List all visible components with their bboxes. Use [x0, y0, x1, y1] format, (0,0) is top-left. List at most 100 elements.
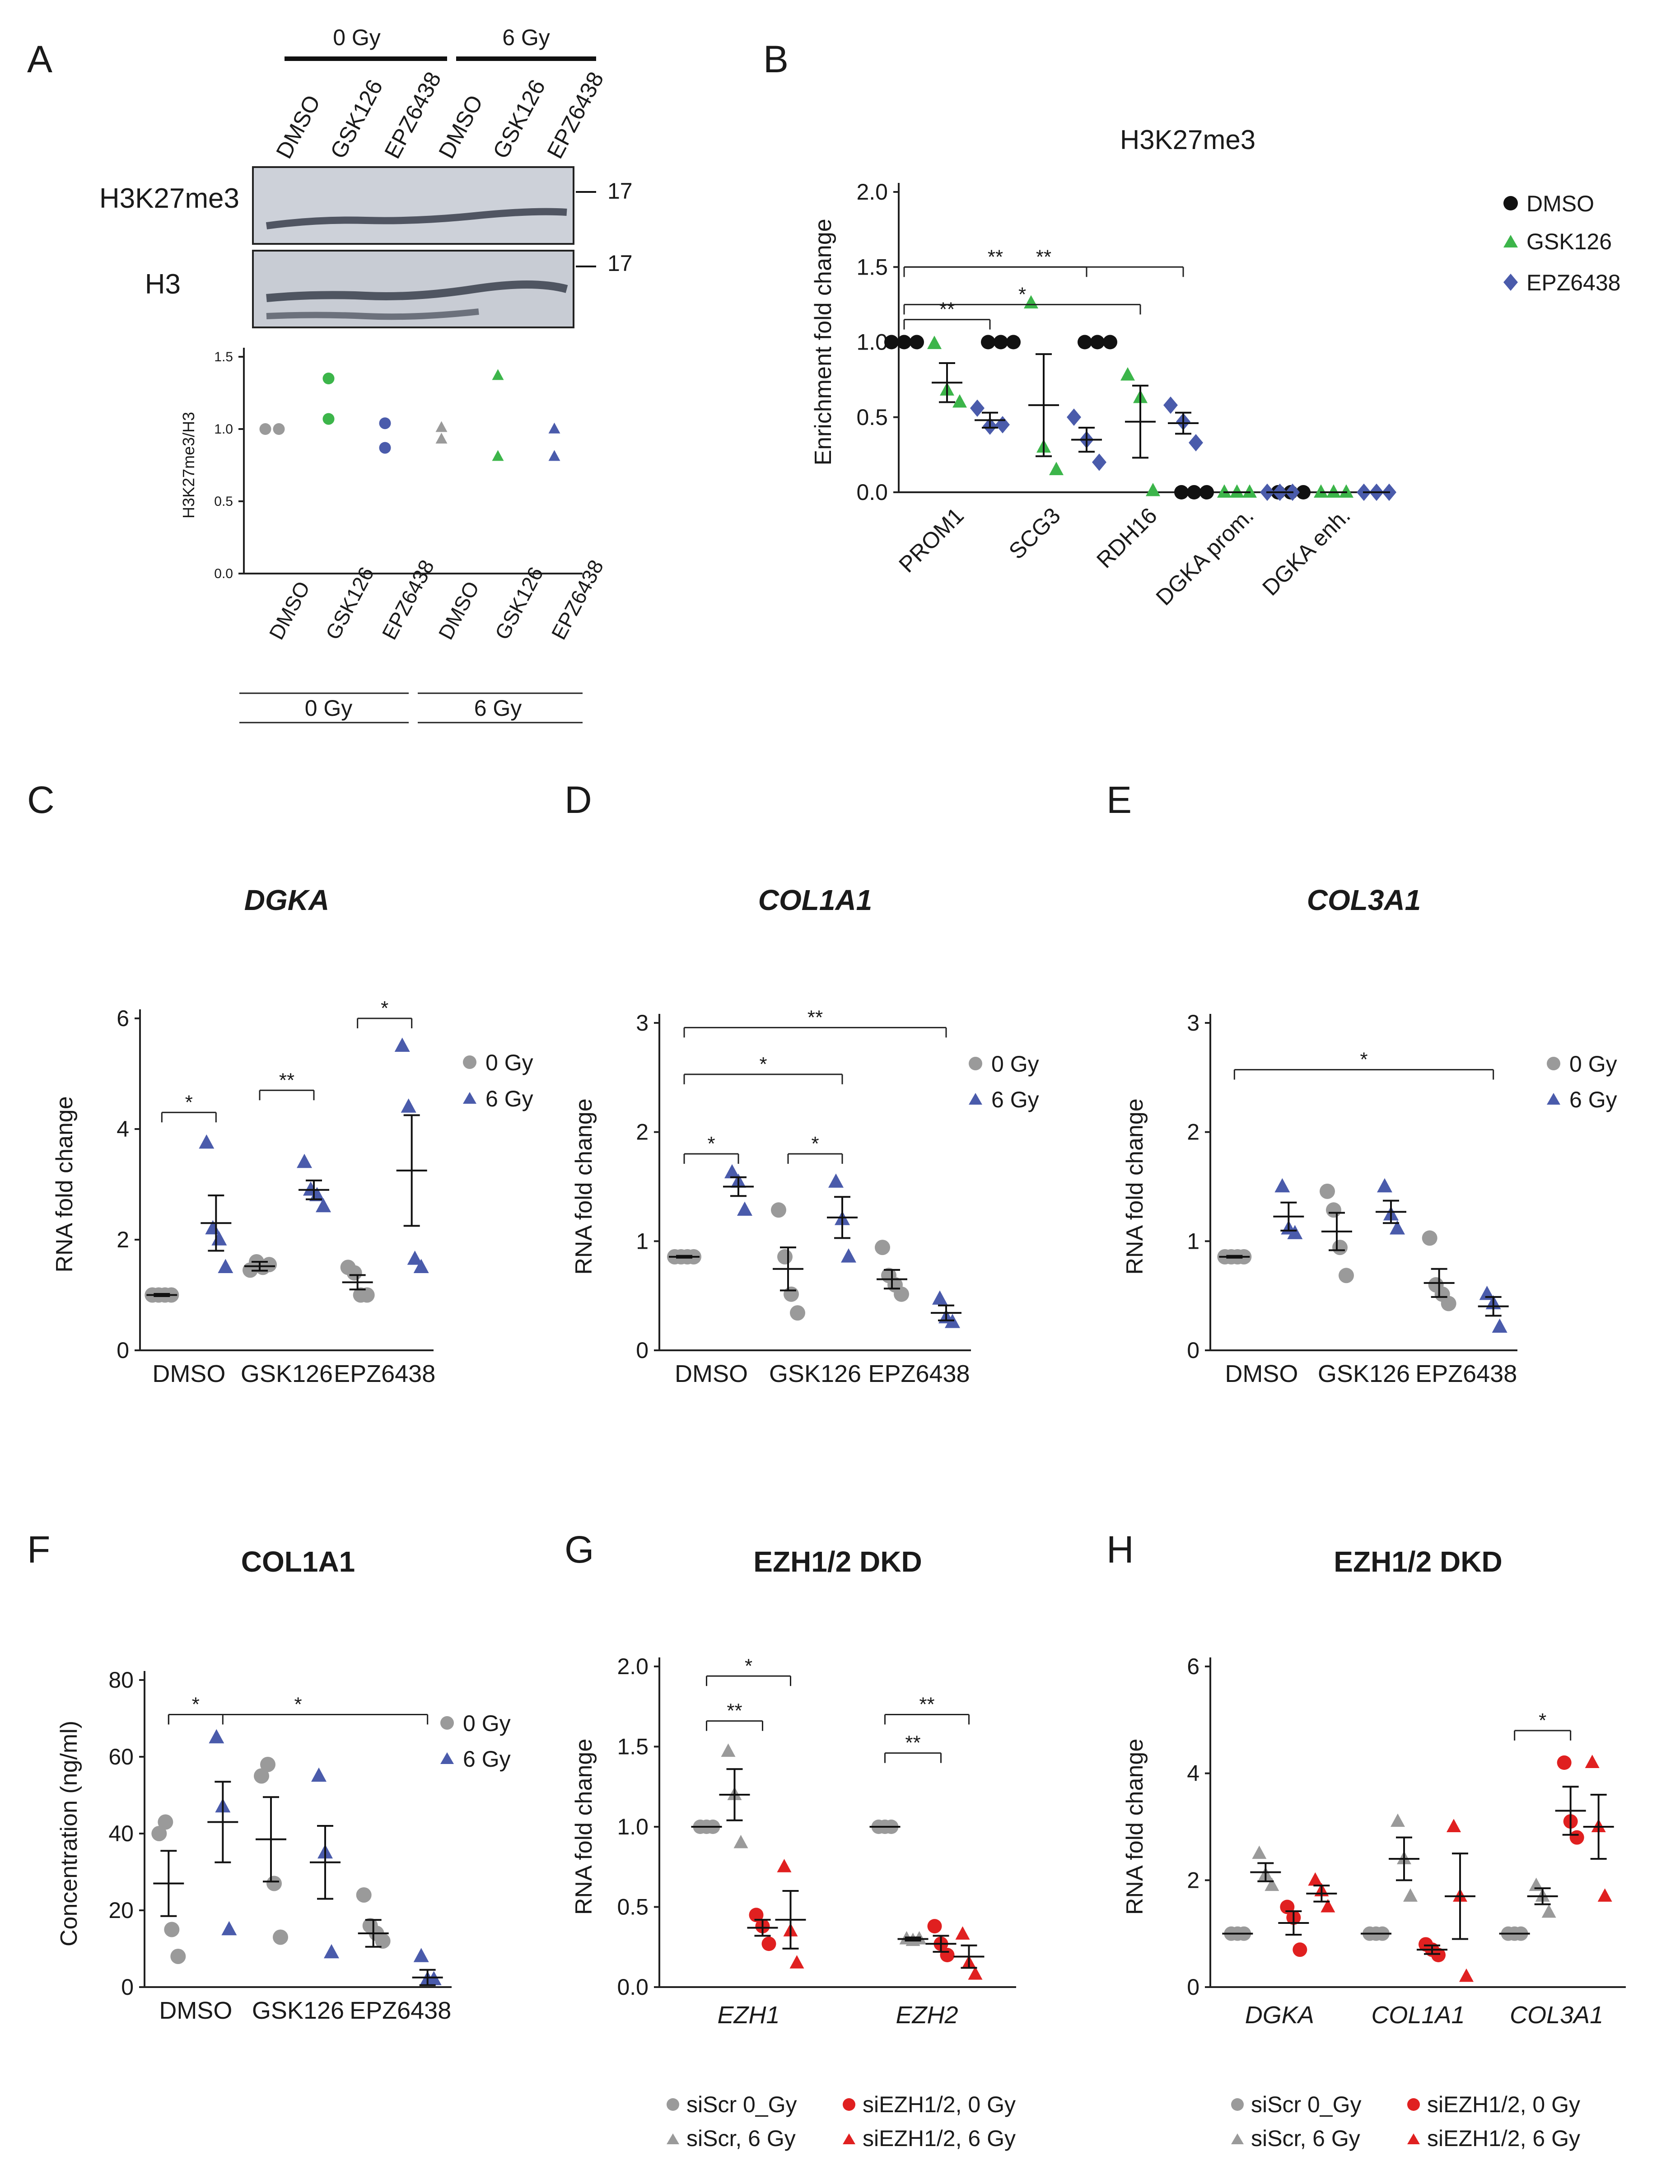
y-tick-label: 2.0 — [856, 179, 888, 205]
y-axis-label: RNA fold change — [1122, 1739, 1148, 1915]
legend-dmso: DMSO — [1526, 191, 1594, 216]
panel-label-a: A — [27, 38, 52, 80]
data-point — [1557, 1755, 1572, 1770]
legend-f-0gy-marker — [440, 1716, 454, 1730]
y-axis-label: RNA fold change — [51, 1096, 78, 1272]
y-axis-label: Enrichment fold change — [810, 219, 836, 465]
y-tick-label: 0.0 — [214, 566, 233, 581]
legend-h-siezh6-marker — [1407, 2133, 1420, 2144]
data-point — [1441, 1296, 1456, 1311]
data-point — [492, 450, 504, 461]
data-point — [324, 1944, 339, 1959]
data-point — [273, 1929, 288, 1945]
data-point — [401, 1098, 416, 1113]
data-point — [1390, 1220, 1405, 1235]
data-point — [968, 1966, 983, 1980]
data-point — [777, 1859, 792, 1872]
legend-e-6gy-marker — [1547, 1093, 1560, 1105]
data-point — [346, 1265, 362, 1281]
sig-label: ** — [727, 1700, 742, 1722]
y-tick-label: 0 — [121, 1974, 134, 2000]
data-point — [737, 1201, 752, 1216]
y-tick-label: 0 — [636, 1338, 649, 1363]
data-point — [927, 336, 942, 349]
sig-label: * — [1360, 1049, 1367, 1071]
blot-lane-1: DMSO — [271, 91, 325, 163]
x-category-label: GSK126 — [1318, 1360, 1410, 1387]
data-point — [1326, 484, 1341, 498]
data-point — [1163, 396, 1178, 414]
data-point — [1067, 408, 1081, 426]
data-point — [322, 373, 335, 384]
sig-label: * — [1539, 1709, 1546, 1731]
legend-f-6gy-marker — [440, 1752, 454, 1764]
x-category-label: DGKA — [1245, 2002, 1314, 2029]
legend-dose-c: 0 Gy 6 Gy — [463, 1050, 533, 1111]
data-point — [407, 1251, 423, 1265]
data-point — [158, 1814, 173, 1830]
legend-epz6438-marker — [1503, 274, 1518, 291]
legend-e-0gy: 0 Gy — [1569, 1051, 1617, 1077]
data-point — [894, 1286, 909, 1302]
sig-label: * — [185, 1091, 193, 1113]
y-tick-label: 2 — [1187, 1867, 1199, 1893]
x-category-label: EPZ6438 — [377, 556, 439, 644]
y-tick-label: 0.5 — [214, 494, 233, 509]
chart-title: EZH1/2 DKD — [753, 1545, 922, 1578]
sig-label: * — [294, 1694, 302, 1716]
x-category-label: DGKA prom. — [1151, 503, 1259, 610]
x-category-label: GSK126 — [490, 563, 548, 644]
data-point — [995, 416, 1010, 434]
data-point — [1230, 484, 1244, 498]
data-point — [784, 1286, 799, 1302]
legend-c-0gy: 0 Gy — [485, 1050, 533, 1075]
data-point — [1274, 1178, 1290, 1193]
blot-band-h3k27me3 — [266, 208, 567, 229]
legend-sirna-h: siScr 0_Gy siScr, 6 Gy siEZH1/2, 0 Gy si… — [1231, 2092, 1580, 2151]
y-axis-label: RNA fold change — [571, 1098, 597, 1274]
legend-c-6gy-marker — [463, 1092, 476, 1104]
data-point — [435, 433, 448, 444]
data-point — [266, 1876, 282, 1891]
chart-d: 0 1 2 3 RNA fold change COL1A1 DMSO GSK126 EPZ64… — [571, 884, 971, 1387]
chart-title: COL1A1 — [758, 884, 873, 916]
marker-17-b: 17 — [607, 251, 633, 276]
data-point — [1339, 1268, 1354, 1283]
data-point — [259, 423, 271, 435]
chart-title: COL3A1 — [1307, 884, 1421, 916]
panel-label-b: B — [763, 38, 789, 80]
x-category-label: EZH2 — [896, 2002, 958, 2029]
data-point — [940, 1948, 955, 1962]
chart-h: 0 2 4 6 RNA fold change EZH1/2 DKD DGKA COL1A1 C… — [1122, 1545, 1626, 2029]
legend-g-siezh0: siEZH1/2, 0 Gy — [863, 2092, 1016, 2117]
data-point — [548, 422, 560, 434]
x-category-label: GSK126 — [769, 1360, 861, 1387]
blot-row-h3k27me3: H3K27me3 — [99, 183, 239, 214]
y-tick-label: 60 — [108, 1744, 134, 1769]
chart-c: 0 2 4 6 RNA fold change DGKA DMSO GSK126 EPZ6438… — [51, 884, 435, 1387]
data-point — [1146, 483, 1160, 496]
x-category-label: EPZ6438 — [1415, 1360, 1517, 1387]
data-point — [356, 1887, 372, 1903]
blot-lane-5: GSK126 — [488, 75, 550, 163]
legend-e-6gy: 6 Gy — [1569, 1087, 1617, 1112]
data-point — [733, 1834, 748, 1848]
data-point — [199, 1134, 215, 1149]
data-point — [1293, 1942, 1307, 1957]
data-point — [297, 1153, 312, 1168]
blot-band-h3-lower — [266, 308, 479, 320]
y-tick-label: 1.5 — [856, 254, 888, 280]
data-point — [932, 1290, 947, 1305]
data-point — [209, 1729, 224, 1744]
data-point — [359, 1287, 375, 1303]
legend-epz6438: EPZ6438 — [1526, 270, 1620, 295]
legend-e-0gy-marker — [1547, 1057, 1560, 1070]
data-point — [789, 1955, 804, 1969]
data-point — [492, 369, 504, 380]
y-tick-label: 0.0 — [856, 480, 888, 505]
data-point — [164, 1922, 180, 1937]
data-point — [218, 1259, 233, 1273]
chart-f: 0 20 40 60 80 Concentration (ng/ml) COL1A1 DMSO… — [56, 1545, 452, 2024]
data-point — [1492, 1318, 1507, 1333]
legend-g-siezh6-marker — [843, 2133, 855, 2144]
